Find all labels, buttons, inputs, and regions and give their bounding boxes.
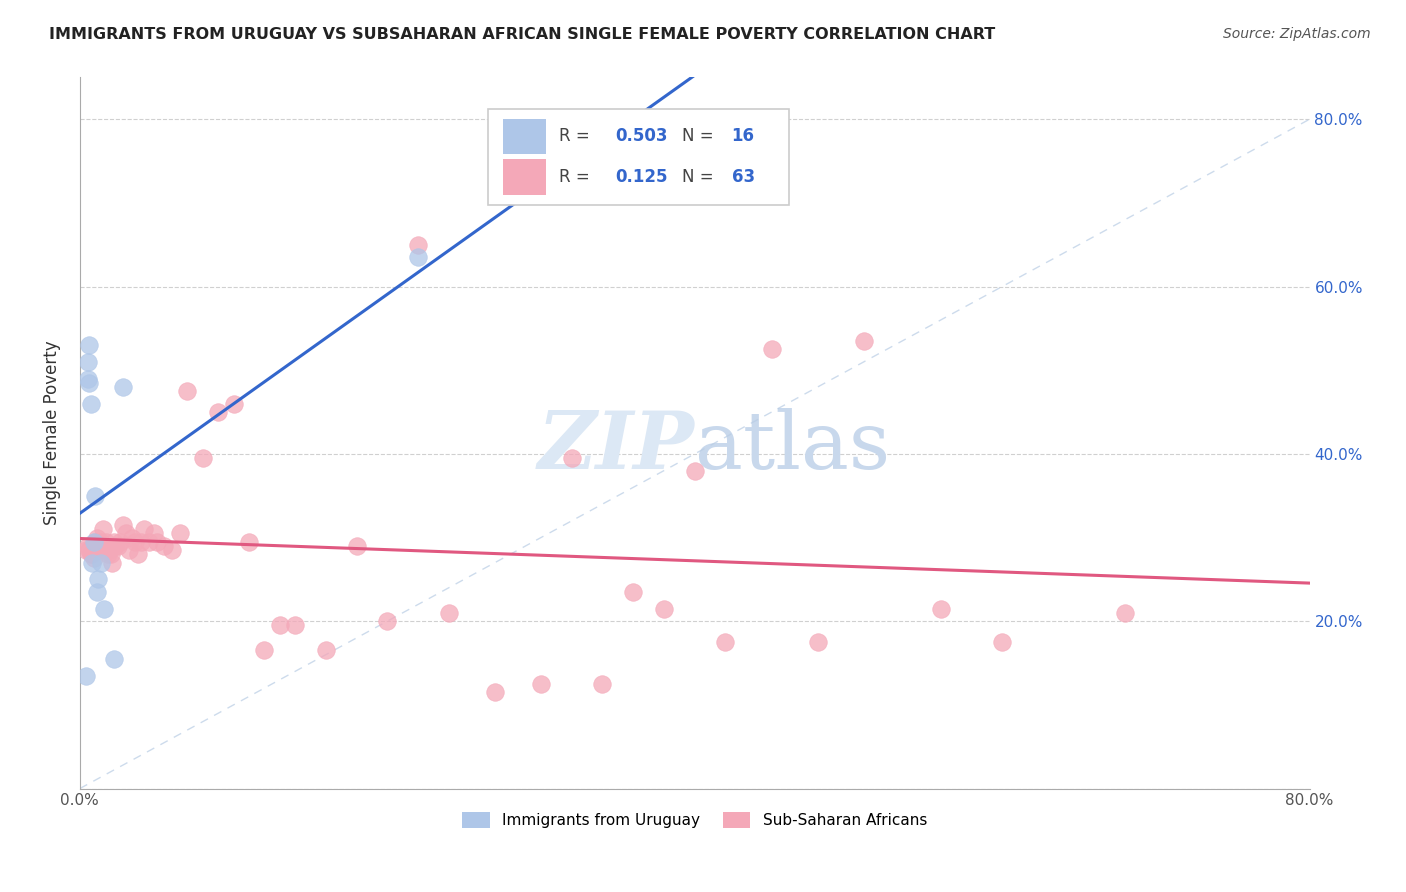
FancyBboxPatch shape xyxy=(503,159,546,194)
Point xyxy=(108,534,131,549)
Point xyxy=(76,355,98,369)
Point xyxy=(75,668,97,682)
Point xyxy=(437,606,460,620)
Point xyxy=(103,652,125,666)
Text: R =: R = xyxy=(560,128,595,145)
Point xyxy=(98,543,121,558)
Legend: Immigrants from Uruguay, Sub-Saharan Africans: Immigrants from Uruguay, Sub-Saharan Afr… xyxy=(456,806,934,834)
Point xyxy=(111,380,134,394)
Point xyxy=(90,556,112,570)
Point xyxy=(160,543,183,558)
Point xyxy=(82,556,104,570)
Point xyxy=(153,539,176,553)
Text: IMMIGRANTS FROM URUGUAY VS SUBSAHARAN AFRICAN SINGLE FEMALE POVERTY CORRELATION : IMMIGRANTS FROM URUGUAY VS SUBSAHARAN AF… xyxy=(49,27,995,42)
Text: 63: 63 xyxy=(731,168,755,186)
Point xyxy=(90,534,112,549)
FancyBboxPatch shape xyxy=(503,119,546,154)
Point xyxy=(93,543,115,558)
Point xyxy=(103,534,125,549)
Text: atlas: atlas xyxy=(695,409,890,486)
Point xyxy=(89,539,111,553)
Point xyxy=(1114,606,1136,620)
Point xyxy=(93,601,115,615)
Point xyxy=(169,526,191,541)
Point xyxy=(134,522,156,536)
Point xyxy=(101,556,124,570)
Point xyxy=(107,539,129,553)
Point xyxy=(115,526,138,541)
Point xyxy=(138,534,160,549)
Point xyxy=(84,534,107,549)
Point xyxy=(652,601,675,615)
Point xyxy=(142,526,165,541)
Point xyxy=(94,534,117,549)
Point xyxy=(238,534,260,549)
Text: ZIP: ZIP xyxy=(538,409,695,486)
Point xyxy=(82,547,104,561)
Point xyxy=(79,547,101,561)
Point xyxy=(176,384,198,399)
Point xyxy=(621,585,644,599)
Point xyxy=(222,397,245,411)
Point xyxy=(375,614,398,628)
Text: 0.125: 0.125 xyxy=(614,168,668,186)
Point xyxy=(87,543,110,558)
Point xyxy=(86,531,108,545)
Point xyxy=(484,685,506,699)
Text: N =: N = xyxy=(682,128,720,145)
Point xyxy=(77,376,100,390)
Text: R =: R = xyxy=(560,168,595,186)
Text: 16: 16 xyxy=(731,128,755,145)
Point xyxy=(124,534,146,549)
Point xyxy=(83,551,105,566)
FancyBboxPatch shape xyxy=(488,110,789,205)
Point xyxy=(269,618,291,632)
Point xyxy=(315,643,337,657)
Text: 0.503: 0.503 xyxy=(614,128,668,145)
Point xyxy=(346,539,368,553)
Point xyxy=(104,539,127,553)
Point xyxy=(852,334,875,348)
Point xyxy=(131,534,153,549)
Point xyxy=(96,547,118,561)
Point xyxy=(100,547,122,561)
Point xyxy=(714,635,737,649)
Point xyxy=(561,451,583,466)
Point xyxy=(591,677,613,691)
Text: N =: N = xyxy=(682,168,720,186)
Point xyxy=(84,489,107,503)
Point xyxy=(83,534,105,549)
Point xyxy=(77,543,100,558)
Point xyxy=(530,677,553,691)
Point xyxy=(91,522,114,536)
Point xyxy=(406,250,429,264)
Point xyxy=(77,338,100,352)
Y-axis label: Single Female Poverty: Single Female Poverty xyxy=(44,341,60,525)
Point xyxy=(76,371,98,385)
Point xyxy=(86,585,108,599)
Point xyxy=(683,464,706,478)
Point xyxy=(121,531,143,545)
Point xyxy=(87,573,110,587)
Point xyxy=(761,343,783,357)
Point xyxy=(76,539,98,553)
Text: Source: ZipAtlas.com: Source: ZipAtlas.com xyxy=(1223,27,1371,41)
Point xyxy=(118,543,141,558)
Point xyxy=(929,601,952,615)
Point xyxy=(253,643,276,657)
Point xyxy=(207,405,229,419)
Point xyxy=(991,635,1014,649)
Point xyxy=(75,543,97,558)
Point xyxy=(127,547,149,561)
Point xyxy=(807,635,830,649)
Point xyxy=(284,618,307,632)
Point xyxy=(145,534,167,549)
Point xyxy=(191,451,214,466)
Point xyxy=(406,237,429,252)
Point xyxy=(111,518,134,533)
Point xyxy=(79,397,101,411)
